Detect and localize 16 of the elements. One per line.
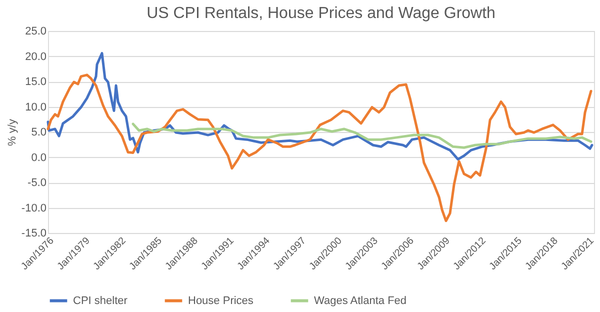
legend-label: CPI shelter — [73, 294, 128, 307]
y-tick-label: -10.0 — [21, 202, 46, 214]
y-tick-label: 0.0 — [31, 152, 46, 164]
y-tick-label: 25.0 — [25, 26, 46, 38]
legend-label: House Prices — [188, 294, 254, 307]
chart-title: US CPI Rentals, House Prices and Wage Growth — [146, 5, 496, 22]
y-axis-title: % y/y — [6, 118, 18, 146]
y-tick-label: -15.0 — [21, 228, 46, 240]
legend-label: Wages Atlanta Fed — [314, 294, 407, 307]
y-tick-label: 20.0 — [25, 50, 46, 63]
line-series — [132, 122, 592, 149]
y-tick-label: -5.0 — [28, 177, 46, 189]
y-tick-label: 5.0 — [31, 126, 46, 138]
line-series — [46, 74, 592, 222]
y-tick-label: 15.0 — [25, 76, 46, 88]
y-tick-label: 10.0 — [25, 101, 46, 114]
